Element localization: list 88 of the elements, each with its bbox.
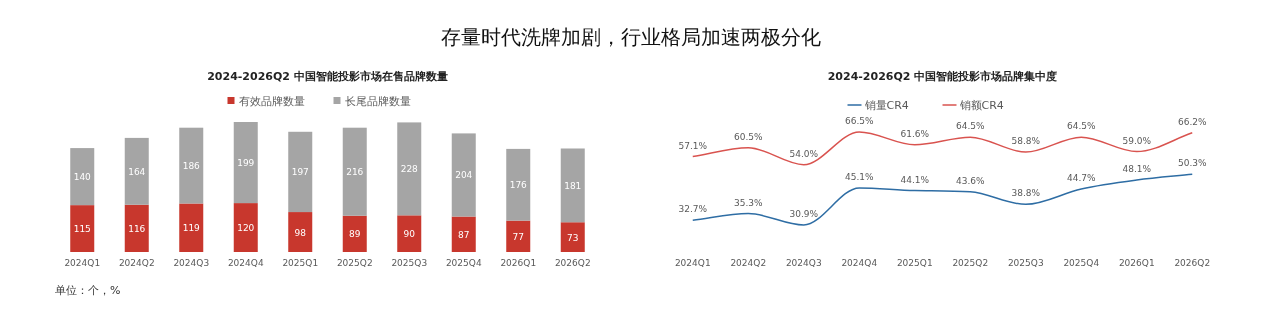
x-tick-label: 2025Q3 (391, 258, 428, 268)
data-label: 89 (349, 229, 361, 240)
data-label: 216 (346, 167, 364, 178)
bar (233, 122, 258, 204)
data-label: 90 (403, 229, 416, 240)
text: 存量时代洗牌加剧，行业格局加速两极分化 (441, 25, 821, 49)
bar (124, 137, 149, 205)
x-tick-label: 2026Q1 (1118, 258, 1155, 268)
legend-label: 销量CR4 (863, 99, 909, 112)
x-tick-label: 2026Q2 (1174, 258, 1211, 268)
bar (179, 127, 204, 204)
x-tick-label: 2025Q4 (1063, 258, 1100, 268)
chart-title: 2024-2026Q2 中国智能投影市场品牌集中度 (827, 70, 1058, 83)
data-label: 44.1% (900, 174, 930, 185)
data-label: 48.1% (1122, 164, 1152, 175)
data-label: 58.8% (1011, 136, 1041, 147)
x-tick-label: 2025Q3 (1007, 258, 1044, 268)
bar (342, 215, 367, 252)
bar (70, 148, 95, 206)
data-label: 35.3% (733, 197, 763, 208)
data-label: 38.8% (1011, 188, 1041, 199)
x-tick-label: 2025Q1 (896, 258, 933, 268)
data-label: 57.1% (678, 140, 708, 151)
x-tick-label: 2024Q4 (841, 258, 878, 268)
data-label: 43.6% (955, 175, 985, 186)
data-label: 228 (400, 164, 419, 175)
data-label: 73 (567, 232, 579, 243)
x-tick-label: 2024Q1 (674, 258, 711, 268)
bar (560, 222, 585, 252)
data-label: 54.0% (789, 148, 819, 159)
data-label: 64.5% (1066, 121, 1096, 132)
data-label: 98 (294, 227, 307, 238)
x-tick-label: 2024Q4 (227, 258, 264, 268)
x-tick-label: 2025Q1 (282, 258, 319, 268)
data-label: 61.6% (900, 128, 930, 139)
data-label: 140 (73, 172, 92, 183)
bar (179, 203, 204, 252)
bar (342, 127, 367, 216)
data-label: 66.5% (844, 116, 874, 126)
data-label: 64.5% (955, 121, 985, 132)
bar (451, 133, 476, 217)
data-label: 204 (455, 170, 473, 181)
data-label: 119 (182, 223, 201, 234)
data-label: 181 (564, 180, 582, 191)
bar (397, 215, 422, 252)
legend-label: 长尾品牌数量 (344, 95, 411, 108)
data-label: 32.7% (678, 204, 708, 215)
x-tick-label: 2025Q2 (952, 258, 989, 268)
x-tick-label: 2024Q3 (785, 258, 822, 268)
data-label: 45.1% (844, 171, 874, 182)
data-label: 60.5% (733, 131, 763, 142)
data-label: 164 (128, 166, 146, 177)
data-label: 176 (509, 180, 528, 191)
x-tick-label: 2025Q4 (445, 258, 482, 268)
x-tick-label: 2026Q2 (554, 258, 591, 268)
bar (560, 148, 585, 223)
data-label: 50.3% (1177, 158, 1207, 169)
x-tick-label: 2024Q1 (64, 258, 101, 268)
data-label: 115 (73, 224, 91, 235)
data-label: 186 (182, 161, 201, 172)
bar (288, 212, 313, 252)
x-tick-label: 2025Q2 (336, 258, 373, 268)
x-tick-label: 2024Q2 (730, 258, 767, 268)
legend-label: 销额CR4 (958, 99, 1004, 112)
chart-title: 2024-2026Q2 中国智能投影市场在售品牌数量 (207, 70, 448, 83)
data-label: 44.7% (1066, 172, 1096, 183)
bar (70, 205, 95, 252)
data-label: 66.2% (1177, 116, 1207, 127)
data-label: 197 (291, 167, 309, 178)
bar (124, 204, 149, 252)
data-label: 120 (237, 223, 255, 234)
legend-label: 有效品牌数量 (238, 95, 305, 108)
bar (397, 122, 422, 216)
bar (506, 220, 531, 252)
bar (506, 148, 531, 221)
bar (288, 131, 313, 213)
x-tick-label: 2024Q3 (173, 258, 210, 268)
bar (233, 203, 258, 252)
data-label: 116 (128, 223, 146, 234)
data-label: 59.0% (1122, 135, 1152, 146)
x-tick-label: 2024Q2 (118, 258, 155, 268)
x-tick-label: 2026Q1 (500, 258, 537, 268)
bar (451, 216, 476, 252)
text: 单位：个，% (55, 284, 121, 297)
data-label: 77 (512, 231, 524, 242)
data-label: 87 (458, 229, 470, 240)
data-label: 30.9% (789, 209, 819, 219)
data-label: 199 (237, 158, 255, 169)
